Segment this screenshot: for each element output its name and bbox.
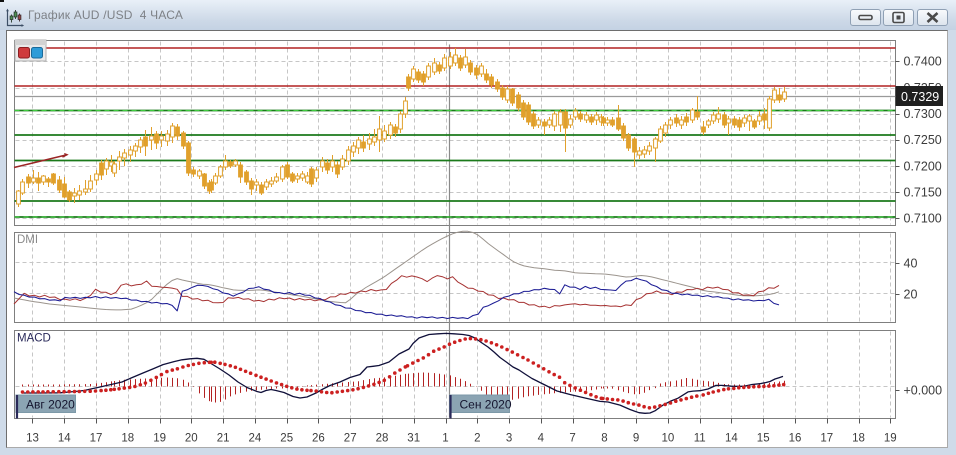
- svg-text:11: 11: [694, 433, 706, 445]
- svg-text:40: 40: [904, 257, 918, 271]
- svg-text:7: 7: [569, 433, 575, 445]
- svg-text:0.7250: 0.7250: [904, 133, 942, 147]
- svg-text:2: 2: [474, 433, 480, 445]
- svg-text:10: 10: [662, 433, 675, 445]
- svg-text:1: 1: [442, 433, 448, 445]
- svg-text:14: 14: [725, 433, 738, 445]
- svg-text:19: 19: [153, 433, 166, 445]
- svg-text:28: 28: [376, 433, 389, 445]
- svg-text:18: 18: [852, 433, 865, 445]
- svg-text:9: 9: [633, 433, 639, 445]
- svg-text:19: 19: [884, 433, 897, 445]
- svg-text:27: 27: [344, 433, 357, 445]
- svg-text:15: 15: [757, 433, 770, 445]
- svg-text:0.7150: 0.7150: [904, 185, 942, 199]
- svg-text:17: 17: [90, 433, 103, 445]
- svg-text:0.7400: 0.7400: [904, 55, 942, 69]
- svg-text:Авг 2020: Авг 2020: [26, 398, 75, 412]
- svg-text:4: 4: [538, 433, 545, 445]
- svg-text:20: 20: [185, 433, 198, 445]
- svg-text:20: 20: [904, 288, 918, 302]
- svg-text:+0.000: +0.000: [904, 384, 943, 398]
- svg-text:21: 21: [217, 433, 230, 445]
- svg-text:0.7329: 0.7329: [901, 90, 939, 104]
- svg-text:14: 14: [58, 433, 71, 445]
- svg-text:Сен 2020: Сен 2020: [460, 398, 512, 412]
- svg-text:0.7100: 0.7100: [904, 212, 942, 226]
- svg-text:17: 17: [820, 433, 833, 445]
- svg-text:3: 3: [506, 433, 512, 445]
- svg-text:MACD: MACD: [17, 333, 51, 345]
- svg-text:8: 8: [601, 433, 607, 445]
- svg-text:16: 16: [789, 433, 802, 445]
- svg-text:24: 24: [249, 433, 262, 445]
- svg-text:18: 18: [121, 433, 134, 445]
- svg-text:25: 25: [280, 433, 293, 445]
- svg-text:DMI: DMI: [17, 234, 38, 246]
- svg-text:31: 31: [407, 433, 420, 445]
- svg-text:26: 26: [312, 433, 325, 445]
- svg-text:0.7200: 0.7200: [904, 159, 942, 173]
- svg-text:13: 13: [26, 433, 39, 445]
- svg-text:0.7300: 0.7300: [904, 107, 942, 121]
